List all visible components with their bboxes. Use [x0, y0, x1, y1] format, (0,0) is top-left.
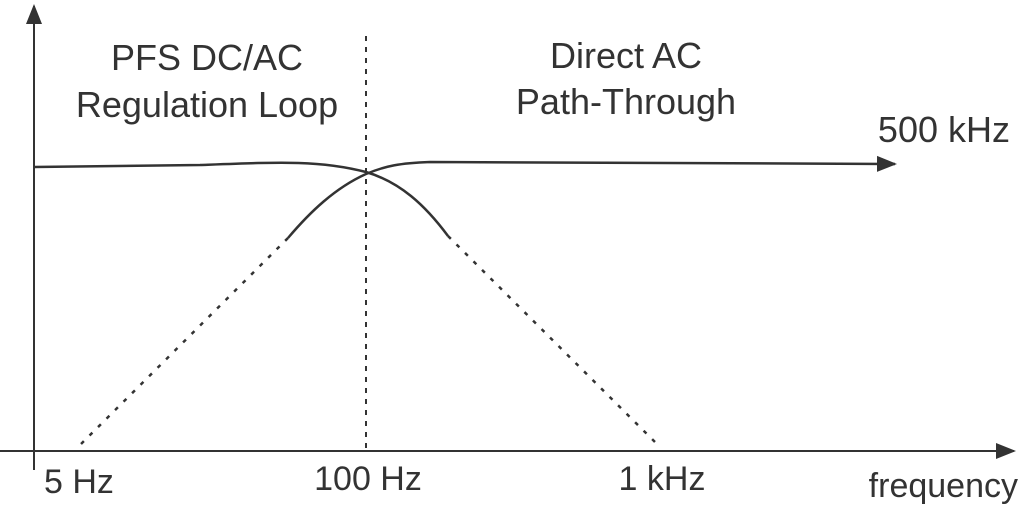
- x-axis-label: frequency: [869, 467, 1018, 505]
- left-region-title-line2: Regulation Loop: [76, 84, 338, 125]
- tick-5hz: 5 Hz: [44, 463, 114, 501]
- direct-ac-curve: [287, 155, 897, 239]
- regulation-loop-rolloff-dotted: [447, 235, 661, 448]
- regulation-loop-curve: [33, 161, 450, 237]
- left-region-title-line1: PFS DC/AC: [111, 37, 303, 78]
- tick-1khz: 1 kHz: [619, 460, 706, 498]
- tick-100hz: 100 Hz: [314, 460, 422, 498]
- right-region-title-line2: Path-Through: [516, 81, 736, 122]
- upper-limit-label: 500 kHz: [878, 109, 1010, 150]
- right-region-title-line1: Direct AC: [550, 35, 702, 76]
- direct-ac-rise-dotted: [77, 237, 289, 448]
